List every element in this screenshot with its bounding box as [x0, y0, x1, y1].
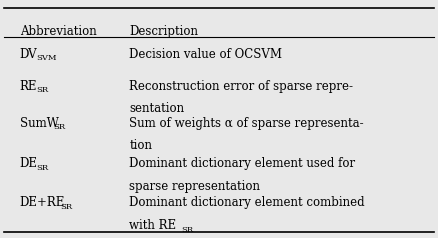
Text: SumW: SumW — [20, 117, 59, 130]
Text: Decision value of OCSVM: Decision value of OCSVM — [129, 48, 282, 61]
Text: SR: SR — [53, 123, 66, 131]
Text: SR: SR — [181, 226, 194, 234]
Text: Dominant dictionary element combined: Dominant dictionary element combined — [129, 196, 365, 209]
Text: sentation: sentation — [129, 102, 184, 115]
Text: SR: SR — [36, 164, 48, 172]
Text: Description: Description — [129, 25, 198, 38]
Text: tion: tion — [129, 139, 152, 152]
Text: SVM: SVM — [36, 54, 57, 62]
Text: Reconstruction error of sparse repre-: Reconstruction error of sparse repre- — [129, 80, 353, 93]
Text: RE: RE — [20, 80, 37, 93]
Text: DV: DV — [20, 48, 37, 61]
Text: DE: DE — [20, 157, 38, 170]
Text: Sum of weights α of sparse representa-: Sum of weights α of sparse representa- — [129, 117, 364, 130]
Text: Dominant dictionary element used for: Dominant dictionary element used for — [129, 157, 355, 170]
Text: DE+RE: DE+RE — [20, 196, 65, 209]
Text: Abbreviation: Abbreviation — [20, 25, 96, 38]
Text: SR: SR — [60, 203, 72, 211]
Text: sparse representation: sparse representation — [129, 180, 260, 193]
Text: with RE: with RE — [129, 219, 177, 232]
Text: SR: SR — [36, 86, 48, 94]
